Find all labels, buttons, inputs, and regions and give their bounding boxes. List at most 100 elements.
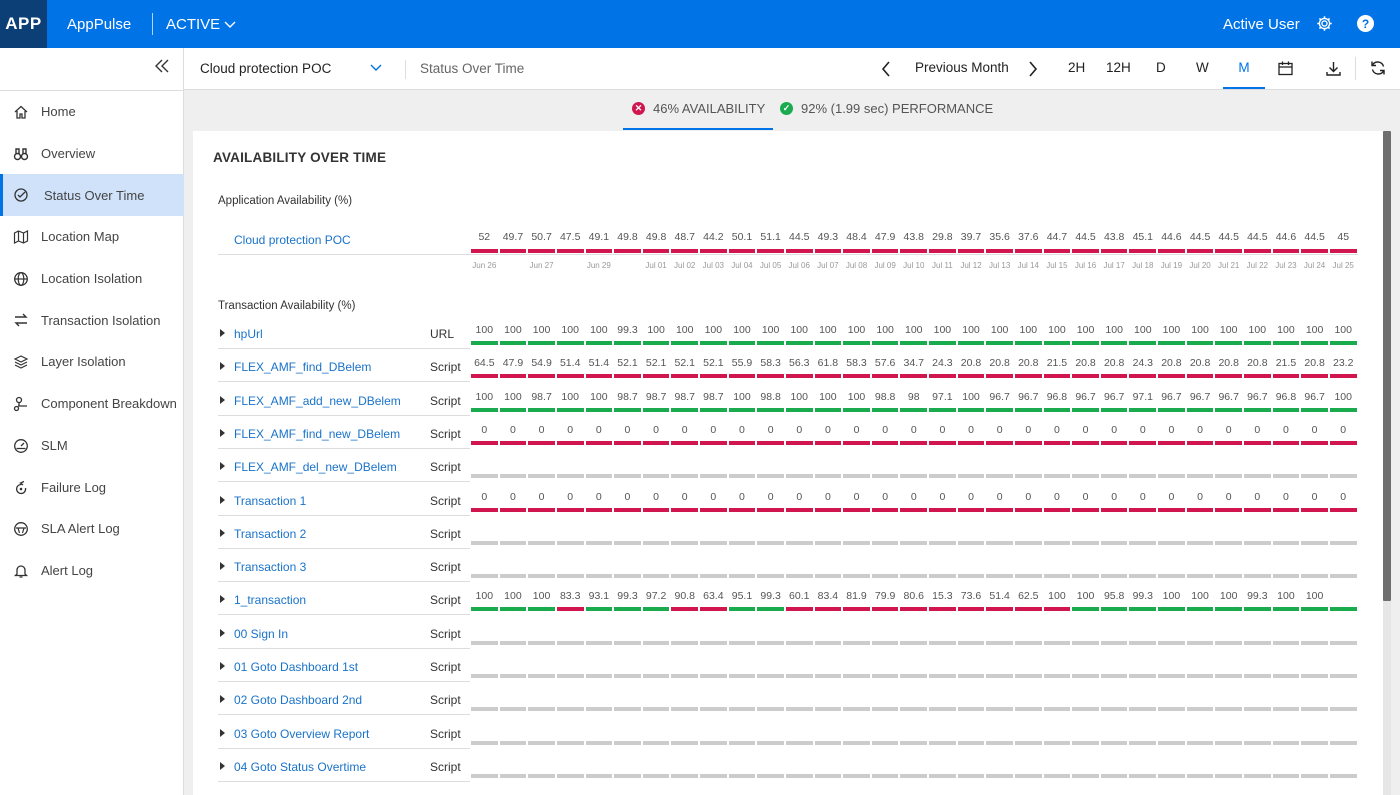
- availability-bar[interactable]: [471, 474, 498, 479]
- availability-bar[interactable]: [1043, 574, 1071, 579]
- availability-bar[interactable]: [614, 440, 641, 445]
- availability-bar[interactable]: [642, 249, 670, 253]
- availability-bar[interactable]: [957, 249, 985, 253]
- help-icon[interactable]: ?: [1357, 15, 1374, 32]
- availability-bar[interactable]: [1072, 607, 1099, 612]
- availability-bar[interactable]: [728, 374, 756, 379]
- availability-bar[interactable]: [814, 574, 842, 579]
- availability-bar[interactable]: [757, 440, 784, 445]
- availability-bar[interactable]: [929, 640, 956, 645]
- availability-bar[interactable]: [900, 440, 928, 445]
- availability-bar[interactable]: [843, 574, 870, 579]
- availability-bar[interactable]: [814, 507, 842, 512]
- availability-bar[interactable]: [1301, 374, 1328, 379]
- availability-bar[interactable]: [1072, 540, 1099, 545]
- availability-bar[interactable]: [1129, 374, 1157, 379]
- availability-bar[interactable]: [1244, 440, 1271, 445]
- availability-bar[interactable]: [757, 341, 784, 345]
- availability-bar[interactable]: [585, 707, 613, 712]
- availability-bar[interactable]: [1215, 707, 1242, 712]
- availability-bar[interactable]: [528, 640, 555, 645]
- availability-bar[interactable]: [929, 440, 956, 445]
- availability-bar[interactable]: [1186, 640, 1214, 645]
- tab-performance[interactable]: ✓ 92% (1.99 sec) PERFORMANCE: [780, 101, 993, 116]
- availability-bar[interactable]: [1329, 707, 1357, 712]
- availability-bar[interactable]: [1329, 607, 1357, 612]
- availability-bar[interactable]: [871, 540, 899, 545]
- availability-bar[interactable]: [585, 249, 613, 253]
- availability-bar[interactable]: [1158, 707, 1185, 712]
- availability-bar[interactable]: [1072, 440, 1099, 445]
- availability-bar[interactable]: [814, 674, 842, 678]
- availability-bar[interactable]: [1272, 474, 1300, 479]
- availability-bar[interactable]: [556, 674, 584, 678]
- availability-bar[interactable]: [1014, 374, 1042, 379]
- availability-bar[interactable]: [1043, 707, 1071, 712]
- availability-bar[interactable]: [1158, 640, 1185, 645]
- availability-bar[interactable]: [929, 607, 956, 612]
- availability-bar[interactable]: [1043, 540, 1071, 545]
- availability-bar[interactable]: [1129, 249, 1157, 253]
- availability-bar[interactable]: [900, 474, 928, 479]
- availability-bar[interactable]: [757, 507, 784, 512]
- availability-bar[interactable]: [1129, 540, 1157, 545]
- availability-bar[interactable]: [556, 607, 584, 612]
- availability-bar[interactable]: [471, 507, 498, 512]
- availability-bar[interactable]: [471, 341, 498, 345]
- brand-logo[interactable]: APP: [0, 0, 47, 48]
- availability-bar[interactable]: [785, 374, 813, 379]
- availability-bar[interactable]: [814, 440, 842, 445]
- availability-bar[interactable]: [929, 740, 956, 745]
- availability-bar[interactable]: [986, 773, 1013, 778]
- availability-bar[interactable]: [671, 474, 699, 479]
- availability-bar[interactable]: [642, 740, 670, 745]
- availability-bar[interactable]: [814, 773, 842, 778]
- availability-bar[interactable]: [528, 507, 555, 512]
- availability-bar[interactable]: [614, 407, 641, 412]
- availability-bar[interactable]: [1215, 341, 1242, 345]
- availability-bar[interactable]: [757, 574, 784, 579]
- availability-bar[interactable]: [528, 341, 555, 345]
- availability-bar[interactable]: [957, 440, 985, 445]
- availability-bar[interactable]: [986, 640, 1013, 645]
- availability-bar[interactable]: [1272, 507, 1300, 512]
- availability-bar[interactable]: [556, 249, 584, 253]
- availability-bar[interactable]: [585, 474, 613, 479]
- availability-bar[interactable]: [671, 607, 699, 612]
- availability-bar[interactable]: [1272, 574, 1300, 579]
- availability-bar[interactable]: [843, 640, 870, 645]
- availability-bar[interactable]: [700, 507, 727, 512]
- availability-bar[interactable]: [528, 440, 555, 445]
- availability-bar[interactable]: [1129, 440, 1157, 445]
- transaction-link[interactable]: 02 Goto Dashboard 2nd: [234, 693, 363, 708]
- availability-bar[interactable]: [957, 474, 985, 479]
- availability-bar[interactable]: [843, 507, 870, 512]
- availability-bar[interactable]: [585, 507, 613, 512]
- availability-bar[interactable]: [585, 574, 613, 579]
- availability-bar[interactable]: [1329, 640, 1357, 645]
- availability-bar[interactable]: [614, 374, 641, 379]
- expand-row-icon[interactable]: [220, 628, 225, 637]
- availability-bar[interactable]: [1043, 249, 1071, 253]
- availability-bar[interactable]: [843, 407, 870, 412]
- availability-bar[interactable]: [814, 407, 842, 412]
- availability-bar[interactable]: [728, 249, 756, 253]
- availability-bar[interactable]: [700, 407, 727, 412]
- availability-bar[interactable]: [614, 773, 641, 778]
- availability-bar[interactable]: [757, 374, 784, 379]
- availability-bar[interactable]: [1329, 440, 1357, 445]
- availability-bar[interactable]: [757, 640, 784, 645]
- expand-row-icon[interactable]: [220, 495, 225, 504]
- availability-bar[interactable]: [1072, 507, 1099, 512]
- availability-bar[interactable]: [1272, 374, 1300, 379]
- availability-bar[interactable]: [1014, 574, 1042, 579]
- availability-bar[interactable]: [871, 707, 899, 712]
- availability-bar[interactable]: [1186, 374, 1214, 379]
- availability-bar[interactable]: [499, 540, 527, 545]
- expand-row-icon[interactable]: [220, 428, 225, 437]
- availability-bar[interactable]: [1072, 707, 1099, 712]
- availability-bar[interactable]: [728, 540, 756, 545]
- availability-bar[interactable]: [1329, 740, 1357, 745]
- availability-bar[interactable]: [700, 474, 727, 479]
- availability-bar[interactable]: [499, 341, 527, 345]
